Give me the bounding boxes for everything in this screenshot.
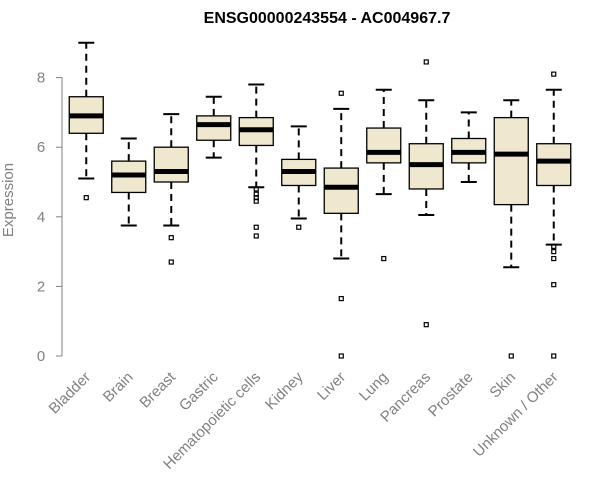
y-tick-label: 2 — [37, 278, 45, 295]
outlier-point — [168, 259, 174, 265]
outlier-point — [381, 255, 387, 262]
outlier-point — [338, 353, 344, 359]
x-tick-label: Brain — [100, 369, 137, 406]
outlier-point — [551, 71, 557, 77]
box-unknown-other — [536, 71, 572, 359]
box-kidney — [281, 125, 317, 230]
iqr-box — [153, 146, 189, 183]
x-tick-label: Liver — [314, 369, 349, 404]
iqr-box — [493, 116, 529, 206]
box-prostate — [451, 111, 487, 183]
outlier-point — [551, 282, 557, 288]
outlier-point — [168, 235, 174, 241]
box-breast — [153, 113, 189, 265]
box-bladder — [68, 41, 104, 201]
y-tick-label: 6 — [37, 139, 45, 156]
outlier-point — [253, 224, 259, 230]
iqr-box — [366, 127, 402, 164]
outlier-point — [551, 353, 557, 359]
y-tick-label: 0 — [37, 348, 45, 365]
boxes-group — [68, 41, 572, 359]
x-tick-label: Breast — [136, 368, 179, 411]
outlier-point — [253, 186, 259, 192]
x-tick-label: Kidney — [262, 368, 307, 413]
outlier-point — [253, 198, 259, 204]
outlier-point — [253, 233, 259, 239]
outlier-point — [551, 255, 557, 262]
y-tick-label: 4 — [37, 209, 45, 226]
outlier-point — [423, 322, 429, 328]
outlier-point — [338, 90, 344, 96]
y-axis: 0 2 4 6 8 — [37, 70, 63, 365]
chart-title: ENSG00000243554 - AC004967.7 — [204, 10, 451, 27]
outlier-point — [423, 59, 429, 65]
x-tick-label: Skin — [486, 369, 519, 402]
iqr-box — [323, 167, 359, 214]
iqr-box — [536, 143, 572, 187]
outlier-point — [551, 249, 557, 255]
box-lung — [366, 88, 402, 262]
box-liver — [323, 90, 359, 359]
x-tick-label: Bladder — [45, 369, 94, 418]
box-hematopoietic-cells — [238, 83, 274, 239]
x-tick-label: Lung — [356, 369, 392, 405]
box-pancreas — [408, 59, 444, 328]
y-tick-label: 8 — [37, 70, 45, 87]
iqr-box — [196, 115, 232, 141]
outlier-point — [338, 295, 344, 302]
y-axis-title: Expression — [0, 163, 17, 237]
box-gastric — [196, 95, 232, 159]
outlier-point — [296, 224, 302, 230]
outlier-point — [508, 353, 514, 359]
outlier-point — [551, 243, 557, 249]
x-tick-label: Prostate — [425, 369, 477, 421]
box-brain — [111, 137, 147, 227]
box-skin — [493, 99, 529, 359]
outlier-point — [83, 195, 89, 201]
